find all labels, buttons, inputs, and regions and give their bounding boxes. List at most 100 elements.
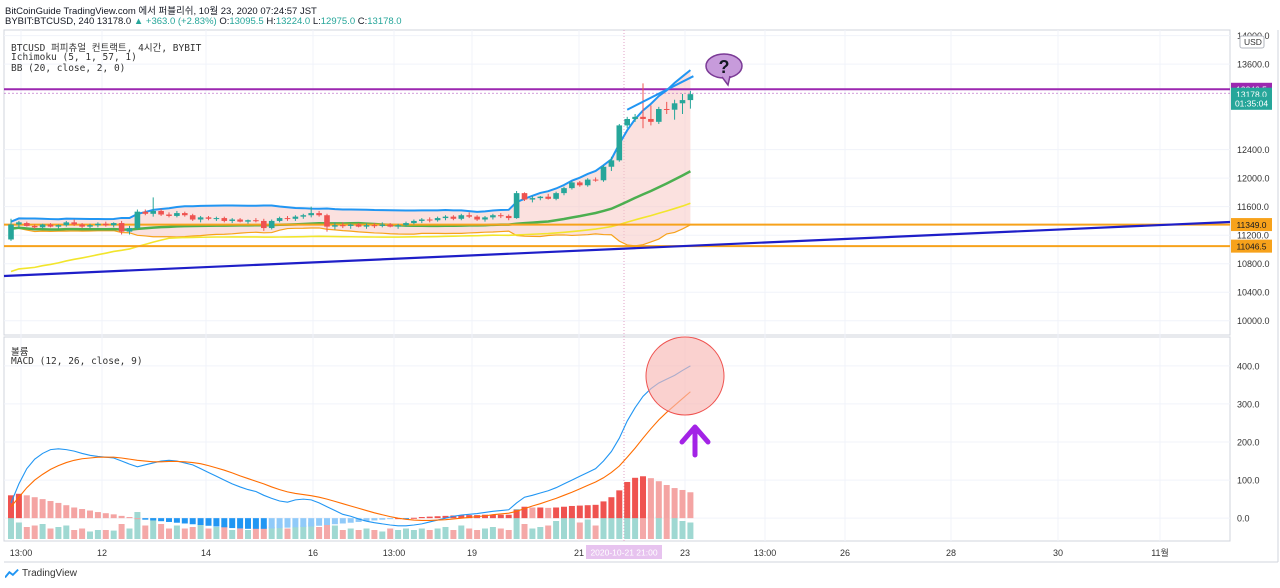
macd-histogram-bar bbox=[102, 513, 109, 519]
time-tick-label: 26 bbox=[840, 548, 850, 558]
macd-histogram-bar bbox=[355, 518, 362, 522]
candle-body bbox=[245, 220, 251, 222]
volume-bar bbox=[474, 530, 481, 539]
legend-bb: BB (20, close, 2, 0) bbox=[11, 63, 126, 74]
volume-bar bbox=[434, 528, 441, 539]
macd-histogram-bar bbox=[568, 505, 575, 519]
open-value: 13095.5 bbox=[229, 16, 264, 27]
volume-bar bbox=[63, 525, 70, 539]
macd-histogram-bar bbox=[189, 518, 196, 525]
volume-bar bbox=[418, 528, 425, 539]
candle-body bbox=[529, 198, 536, 200]
candle-body bbox=[403, 223, 409, 226]
candle-body bbox=[268, 220, 275, 229]
bollinger-band-fill bbox=[10, 69, 692, 273]
candle-body bbox=[340, 225, 346, 227]
macd-histogram-bar bbox=[521, 506, 528, 519]
macd-histogram-bar bbox=[655, 481, 662, 519]
volume-bar bbox=[347, 528, 354, 539]
volume-bar bbox=[79, 528, 86, 539]
macd-histogram-bar bbox=[418, 517, 425, 519]
volume-bar bbox=[403, 528, 409, 539]
macd-tick-label: 0.0 bbox=[1237, 514, 1250, 524]
candle-body bbox=[324, 215, 330, 227]
candlestick-series bbox=[8, 83, 694, 241]
time-tick-label: 23 bbox=[680, 548, 690, 558]
volume-bar bbox=[576, 522, 583, 539]
volume-bar bbox=[497, 528, 504, 539]
price-tick-label: 12000.0 bbox=[1237, 174, 1270, 184]
macd-histogram-bar bbox=[663, 485, 670, 519]
macd-histogram-bar bbox=[23, 495, 30, 519]
candle-body bbox=[616, 125, 623, 161]
candle-body bbox=[300, 215, 307, 217]
volume-bar bbox=[213, 527, 220, 539]
candle-body bbox=[182, 213, 188, 216]
macd-histogram-bar bbox=[221, 518, 228, 528]
candle-body bbox=[379, 224, 386, 226]
macd-histogram-bar bbox=[576, 505, 583, 519]
candle-body bbox=[505, 215, 512, 219]
volume-bar bbox=[324, 521, 330, 539]
candle-body bbox=[450, 216, 457, 219]
volume-bar bbox=[31, 525, 38, 539]
macd-histogram-bar bbox=[442, 515, 449, 519]
volume-bar bbox=[537, 527, 544, 539]
macd-histogram-bar bbox=[213, 518, 220, 527]
volume-bar bbox=[592, 525, 599, 539]
candle-body bbox=[213, 218, 220, 220]
candle-body bbox=[466, 215, 472, 217]
legend-macd: MACD (12, 26, close, 9) bbox=[11, 356, 143, 367]
macd-histogram-bar bbox=[624, 481, 631, 519]
volume-bar bbox=[110, 530, 117, 539]
low-value: 12975.0 bbox=[320, 16, 356, 27]
volume-bar bbox=[94, 530, 101, 539]
volume-bar bbox=[624, 512, 631, 539]
price-tick-label: 11200.0 bbox=[1237, 231, 1269, 241]
volume-bar bbox=[173, 525, 180, 539]
question-mark-label: ? bbox=[719, 57, 730, 77]
candle-body bbox=[71, 222, 77, 225]
candle-body bbox=[482, 217, 488, 220]
candle-body bbox=[292, 216, 299, 219]
volume-bar bbox=[331, 525, 338, 539]
macd-histogram-bar bbox=[292, 518, 299, 528]
macd-histogram-bar bbox=[63, 505, 70, 519]
macd-tick-label: 100.0 bbox=[1237, 476, 1260, 486]
macd-histogram-bar bbox=[39, 499, 46, 519]
macd-histogram-bar bbox=[15, 493, 22, 519]
candle-body bbox=[24, 223, 30, 226]
volume-bar bbox=[71, 530, 78, 539]
macd-histogram-bar bbox=[300, 518, 307, 527]
candle-body bbox=[442, 216, 449, 219]
macd-histogram-bar bbox=[584, 505, 591, 519]
main-pane-frame bbox=[3, 29, 1231, 336]
candle-body bbox=[134, 211, 141, 229]
volume-bar bbox=[395, 530, 402, 539]
time-tick-label: 12 bbox=[97, 548, 107, 558]
macd-histogram-bar bbox=[640, 476, 646, 519]
candle-body bbox=[253, 220, 259, 222]
volume-bar bbox=[655, 516, 662, 539]
macd-histogram-bar bbox=[489, 514, 496, 519]
tradingview-logo[interactable]: TradingView bbox=[5, 568, 77, 579]
time-tick-label: 13:00 bbox=[754, 548, 777, 558]
volume-bar bbox=[513, 509, 520, 539]
volume-bar bbox=[142, 525, 149, 539]
volume-bar bbox=[197, 524, 204, 539]
publish-header: BitCoinGuide TradingView.com 에서 퍼블리쉬, 10… bbox=[5, 6, 317, 17]
legend-volume: 볼륨 bbox=[11, 347, 29, 358]
candle-body bbox=[8, 224, 14, 240]
candle-body bbox=[39, 224, 46, 228]
up-triangle-icon: ▲ bbox=[133, 16, 144, 27]
macd-histogram-bar bbox=[150, 518, 157, 521]
price-tick-label: 10800.0 bbox=[1237, 259, 1270, 269]
macd-histogram-bar bbox=[252, 518, 259, 529]
macd-tick-label: 400.0 bbox=[1237, 361, 1260, 371]
signal-line bbox=[10, 391, 691, 521]
candle-body bbox=[363, 225, 370, 227]
volume-bar bbox=[387, 528, 394, 539]
candle-body bbox=[110, 223, 117, 226]
volume-bar bbox=[410, 530, 417, 539]
